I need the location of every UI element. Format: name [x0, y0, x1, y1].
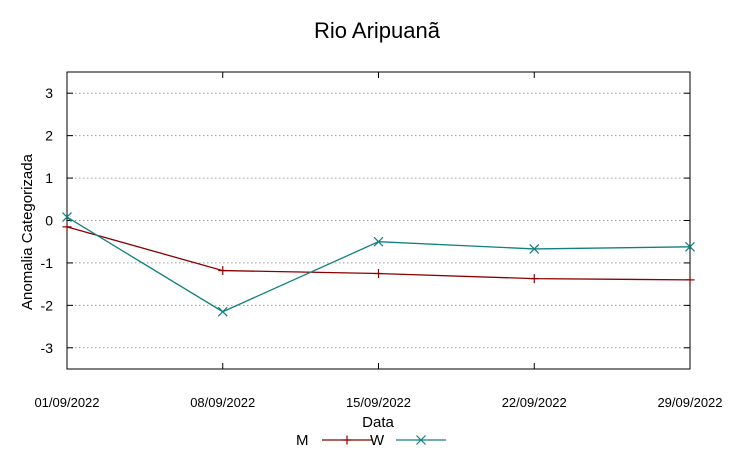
legend-label-M: M	[296, 432, 309, 449]
data-point-W	[373, 236, 384, 247]
x-tick-label: 08/09/2022	[190, 395, 255, 410]
data-point-W	[217, 306, 228, 317]
x-axis-label: Data	[362, 414, 394, 431]
data-point-W	[62, 212, 72, 223]
x-tick-label: 22/09/2022	[502, 395, 567, 410]
legend-marker-M	[342, 435, 352, 445]
y-tick-label: -2	[41, 297, 54, 313]
x-tick-label: 15/09/2022	[346, 395, 411, 410]
x-axis-ticks: 01/09/2022 08/09/2022 15/09/2022 22/09/2022…	[34, 72, 723, 410]
y-tick-label: 3	[45, 85, 53, 101]
data-point-M	[62, 222, 72, 232]
y-axis-label: Anomalia Categorizada	[19, 153, 36, 310]
y-axis-ticks: 3 2 1 0 -1 -2 -3	[41, 85, 690, 356]
data-point-W	[685, 241, 695, 252]
data-point-M	[685, 275, 695, 285]
series-line-W	[66, 216, 691, 313]
y-tick-label: 0	[45, 213, 53, 229]
series-layer	[62, 212, 695, 317]
x-tick-label: 01/09/2022	[34, 395, 99, 410]
y-tick-label: -3	[41, 340, 54, 356]
grid-lines	[67, 92, 690, 349]
data-point-M	[529, 274, 539, 284]
chart-title: Rio Aripuanã	[314, 18, 441, 43]
y-tick-label: 2	[45, 128, 53, 144]
legend-marker-W	[416, 435, 426, 445]
y-tick-label: -1	[41, 255, 54, 271]
y-tick-label: 1	[45, 170, 53, 186]
data-point-M	[218, 266, 228, 276]
x-tick-label: 29/09/2022	[657, 395, 722, 410]
data-point-W	[529, 244, 540, 254]
data-point-M	[374, 269, 383, 279]
legend-label-W: W	[370, 432, 385, 449]
